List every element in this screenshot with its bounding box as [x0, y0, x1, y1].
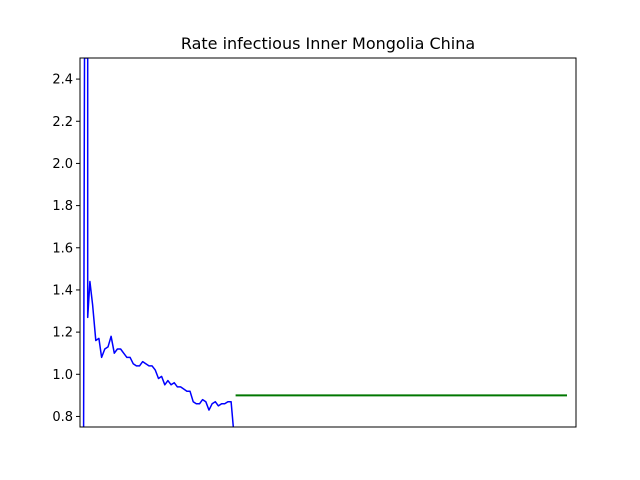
y-tick-label: 1.4	[52, 283, 73, 298]
plot-area-frame	[79, 57, 577, 428]
y-tick-label: 1.6	[52, 241, 73, 256]
y-tick-label: 1.8	[52, 199, 73, 214]
chart-title: Rate infectious Inner Mongolia China	[181, 34, 475, 53]
y-tick-label: 1.0	[52, 368, 73, 383]
y-tick-label: 2.4	[52, 73, 73, 88]
y-tick-label: 1.2	[52, 326, 73, 341]
y-tick-label: 0.8	[52, 410, 73, 425]
series-line-observed	[82, 58, 235, 427]
y-tick-label: 2.0	[52, 157, 73, 172]
y-tick-label: 2.2	[52, 115, 73, 130]
